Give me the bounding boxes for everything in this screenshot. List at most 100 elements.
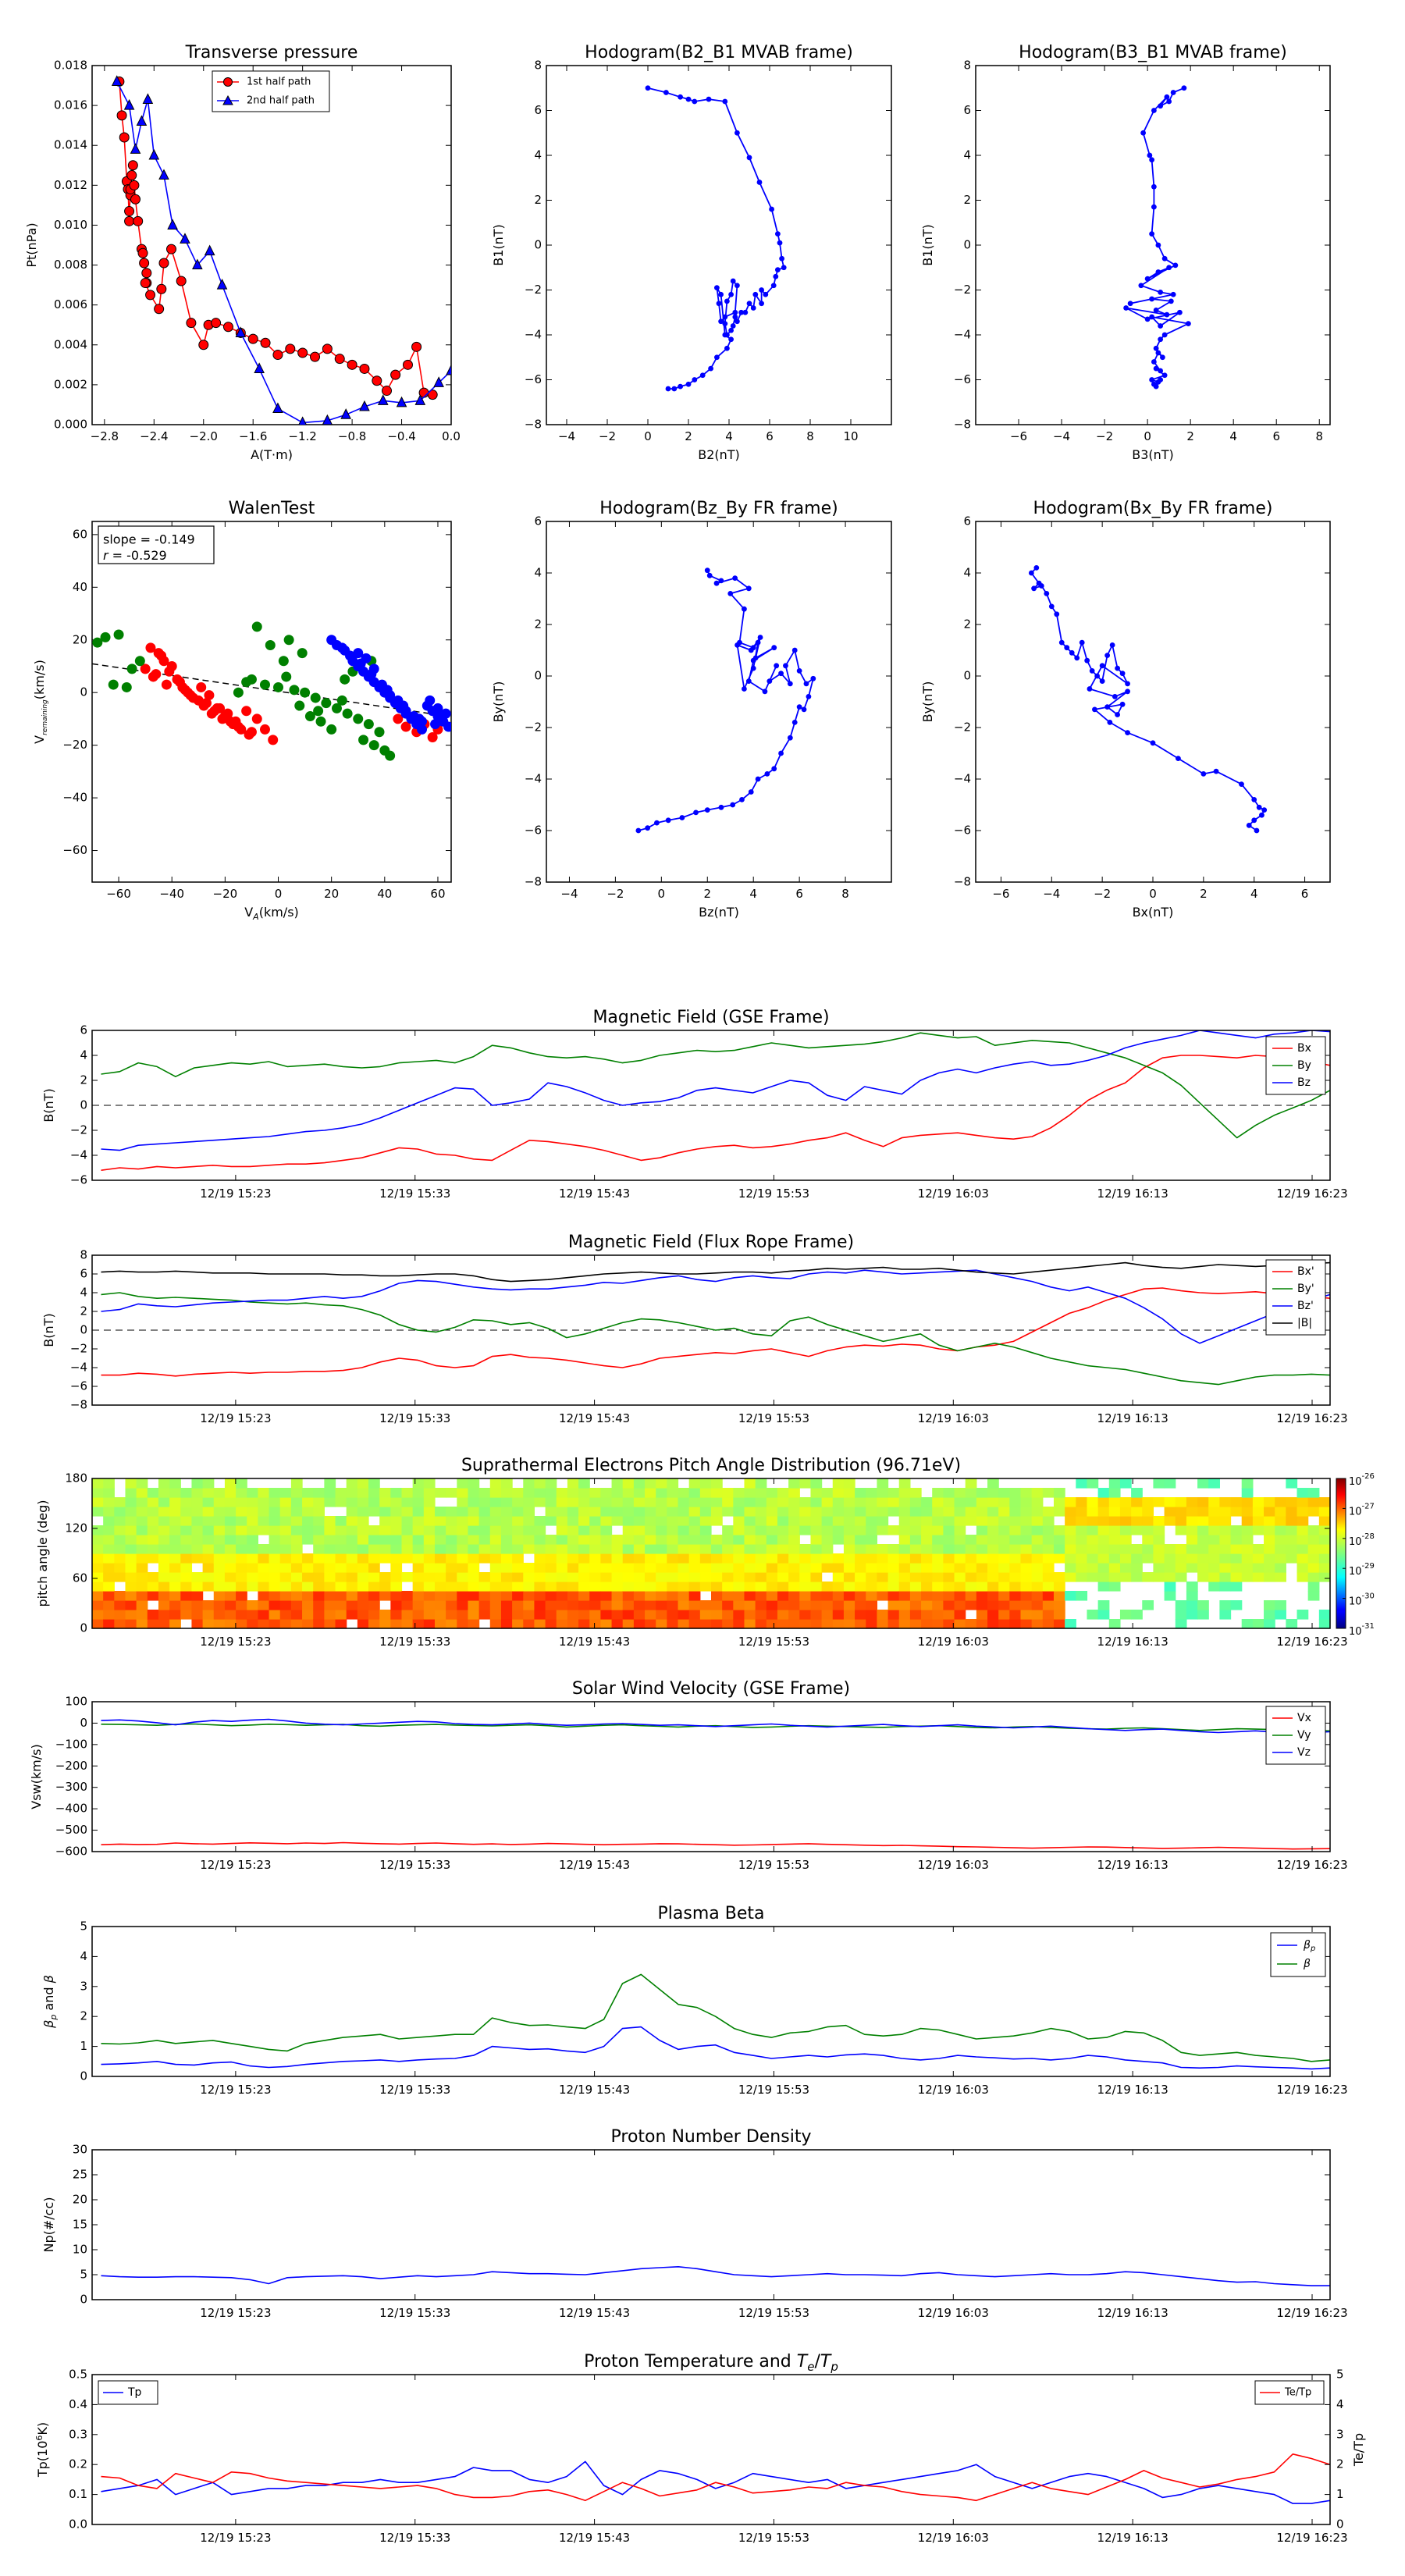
heatmap-cell <box>412 1525 425 1535</box>
colorbar-label: 10-29 <box>1349 1562 1375 1578</box>
y-tick-label: 4 <box>963 148 971 162</box>
heatmap-cell <box>600 1563 613 1573</box>
heatmap-cell <box>600 1516 613 1526</box>
data-point <box>124 206 135 217</box>
heatmap-cell <box>1286 1507 1298 1517</box>
heatmap-cell <box>324 1553 336 1564</box>
heatmap-cell <box>368 1553 380 1564</box>
data-point <box>156 283 167 294</box>
heatmap-cell <box>567 1582 579 1592</box>
heatmap-cell <box>390 1507 403 1517</box>
heatmap-cell <box>744 1478 756 1489</box>
heatmap-cell <box>943 1572 955 1582</box>
heatmap-cell <box>478 1507 491 1517</box>
heatmap-cell <box>622 1582 635 1592</box>
data-point <box>140 278 151 289</box>
heatmap-cell <box>269 1525 281 1535</box>
heatmap-cell <box>390 1497 403 1507</box>
y-tick-label: 100 <box>65 1695 87 1709</box>
heatmap-cell <box>943 1516 955 1526</box>
data-point <box>742 686 747 692</box>
heatmap-cell <box>688 1507 701 1517</box>
heatmap-cell <box>247 1516 259 1526</box>
heatmap-cell <box>1252 1507 1264 1517</box>
heatmap-cell <box>103 1572 115 1582</box>
heatmap-cell <box>158 1488 170 1498</box>
heatmap-cell <box>556 1525 568 1535</box>
heatmap-cell <box>1175 1610 1187 1620</box>
heatmap-cell <box>269 1497 281 1507</box>
heatmap-cell <box>633 1488 646 1498</box>
heatmap-cell <box>1119 1497 1132 1507</box>
heatmap-cell <box>832 1619 845 1629</box>
heatmap-cell <box>578 1563 590 1573</box>
heatmap-cell <box>1219 1553 1232 1564</box>
heatmap-cell <box>866 1488 878 1498</box>
heatmap-cell <box>136 1553 148 1564</box>
heatmap-cell <box>169 1544 181 1554</box>
heatmap-cell <box>224 1600 237 1610</box>
data-point <box>796 704 802 710</box>
heatmap-cell <box>412 1563 425 1573</box>
heatmap-cell <box>468 1600 480 1610</box>
heatmap-cell <box>401 1525 414 1535</box>
data-point <box>278 656 289 667</box>
heatmap-cell <box>711 1591 723 1601</box>
heatmap-cell <box>136 1497 148 1507</box>
heatmap-cell <box>1142 1507 1154 1517</box>
heatmap-cell <box>390 1600 403 1610</box>
x-tick-label: −4 <box>1043 887 1060 901</box>
data-point <box>775 231 781 237</box>
data-point <box>718 291 724 297</box>
plot-area <box>92 1261 1330 1386</box>
data-point <box>192 258 203 270</box>
label-part: -31 <box>1362 1622 1375 1631</box>
heatmap-cell <box>733 1553 745 1564</box>
heatmap-cell <box>434 1591 446 1601</box>
heatmap-cell <box>777 1610 789 1620</box>
y-tick-label: −2 <box>70 1342 87 1356</box>
data-point <box>1074 655 1080 661</box>
heatmap-cell <box>744 1591 756 1601</box>
heatmap-cell <box>1097 1516 1110 1526</box>
heatmap-cell <box>545 1478 557 1489</box>
heatmap-cell <box>1297 1507 1309 1517</box>
heatmap-cell <box>446 1619 457 1629</box>
data-point <box>145 642 156 653</box>
heatmap-cell <box>478 1535 491 1545</box>
heatmap-cell <box>1009 1544 1022 1554</box>
chart-title: Suprathermal Electrons Pitch Angle Distr… <box>461 1456 961 1475</box>
heatmap-cell <box>1208 1535 1220 1545</box>
data-point <box>704 568 710 574</box>
heatmap-cell <box>954 1507 966 1517</box>
heatmap-cell <box>103 1553 115 1564</box>
heatmap-cell <box>390 1516 403 1526</box>
heatmap-cell <box>611 1488 624 1498</box>
heatmap-cell <box>401 1516 414 1526</box>
heatmap-cell <box>1208 1478 1220 1489</box>
heatmap-cell <box>169 1488 181 1498</box>
data-point <box>425 695 436 706</box>
y-tick-label: −600 <box>55 1845 87 1859</box>
y-axis-label: Vremaining(km/s) <box>32 660 49 744</box>
heatmap-cell <box>1097 1600 1110 1610</box>
heatmap-cell <box>468 1488 480 1498</box>
legend-label: βp <box>1303 1939 1315 1953</box>
heatmap-cell <box>236 1582 247 1592</box>
heatmap-cell <box>114 1516 126 1526</box>
heatmap-cell <box>755 1563 767 1573</box>
data-point <box>1125 730 1130 735</box>
heatmap-cell <box>368 1535 380 1545</box>
heatmap-cell <box>744 1535 756 1545</box>
data-point <box>127 160 138 171</box>
heatmap-cell <box>224 1619 237 1629</box>
heatmap-cell <box>1097 1488 1110 1498</box>
data-point <box>1161 372 1168 379</box>
heatmap-cell <box>733 1563 745 1573</box>
heatmap-cell <box>412 1619 425 1629</box>
heatmap-cell <box>125 1525 137 1535</box>
chart-title: Hodogram(B2_B1 MVAB frame) <box>585 43 853 62</box>
heatmap-cell <box>434 1516 446 1526</box>
y-tick-label: 6 <box>80 1267 87 1281</box>
heatmap-cell <box>755 1544 767 1554</box>
